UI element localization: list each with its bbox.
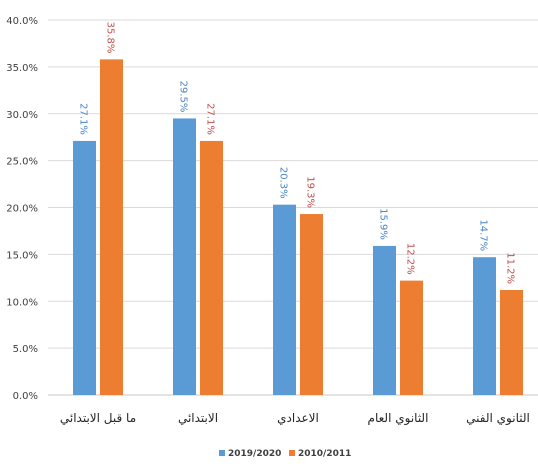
legend-swatch xyxy=(219,450,225,456)
x-tick-label: الثانوي الفني xyxy=(466,411,530,426)
y-tick-label: 10.0% xyxy=(6,297,38,308)
x-tick-label: الاعدادي xyxy=(277,411,319,425)
bar-series2-1 xyxy=(200,140,223,395)
data-label: 20.3% xyxy=(278,167,289,199)
y-tick-label: 40.0% xyxy=(6,16,38,27)
data-label: 12.2% xyxy=(405,243,416,275)
data-labels: 27.1% 35.8% 29.5% 27.1% 20.3% 19.3% 15.9% 12.2%… xyxy=(78,22,516,284)
bar-series2-3 xyxy=(400,280,423,395)
x-tick-label: الابتدائي xyxy=(178,411,218,425)
data-label: 27.1% xyxy=(205,103,216,135)
data-label: 29.5% xyxy=(178,81,189,113)
bar-series1-2 xyxy=(273,204,296,395)
data-label: 27.1% xyxy=(78,103,89,135)
x-tick-label: الثانوي العام xyxy=(368,411,429,426)
y-tick-label: 25.0% xyxy=(6,157,38,168)
bars xyxy=(73,59,523,395)
x-tick-label: ما قبل الابتدائي xyxy=(60,411,136,425)
y-tick-label: 15.0% xyxy=(6,250,38,261)
bar-series1-4 xyxy=(473,257,496,395)
data-label: 35.8% xyxy=(105,22,116,54)
bar-series1-1 xyxy=(173,118,196,395)
bar-series1-3 xyxy=(373,245,396,395)
legend-label: 2010/2011 xyxy=(298,449,351,459)
data-label: 14.7% xyxy=(478,219,489,251)
y-axis-tick-labels: 0.0% 5.0% 10.0% 15.0% 20.0% 25.0% 30.0% 35.0% 40… xyxy=(6,16,38,402)
data-label: 19.3% xyxy=(305,176,316,208)
y-tick-label: 35.0% xyxy=(6,63,38,74)
y-tick-label: 5.0% xyxy=(13,344,38,355)
y-tick-label: 0.0% xyxy=(13,391,38,402)
bar-series1-0 xyxy=(73,140,96,395)
y-tick-label: 30.0% xyxy=(6,110,38,121)
data-label: 15.9% xyxy=(378,208,389,240)
y-tick-label: 20.0% xyxy=(6,204,38,215)
legend-swatch xyxy=(289,450,295,456)
bar-series2-4 xyxy=(500,290,523,395)
legend-label: 2019/2020 xyxy=(228,449,281,459)
bar-series2-0 xyxy=(100,59,123,395)
data-label: 11.2% xyxy=(505,252,516,284)
x-axis-category-labels: ما قبل الابتدائي الابتدائي الاعدادي الثانوي… xyxy=(60,411,530,426)
legend: 2019/2020 2010/2011 xyxy=(219,449,351,459)
bar-series2-2 xyxy=(300,214,323,395)
